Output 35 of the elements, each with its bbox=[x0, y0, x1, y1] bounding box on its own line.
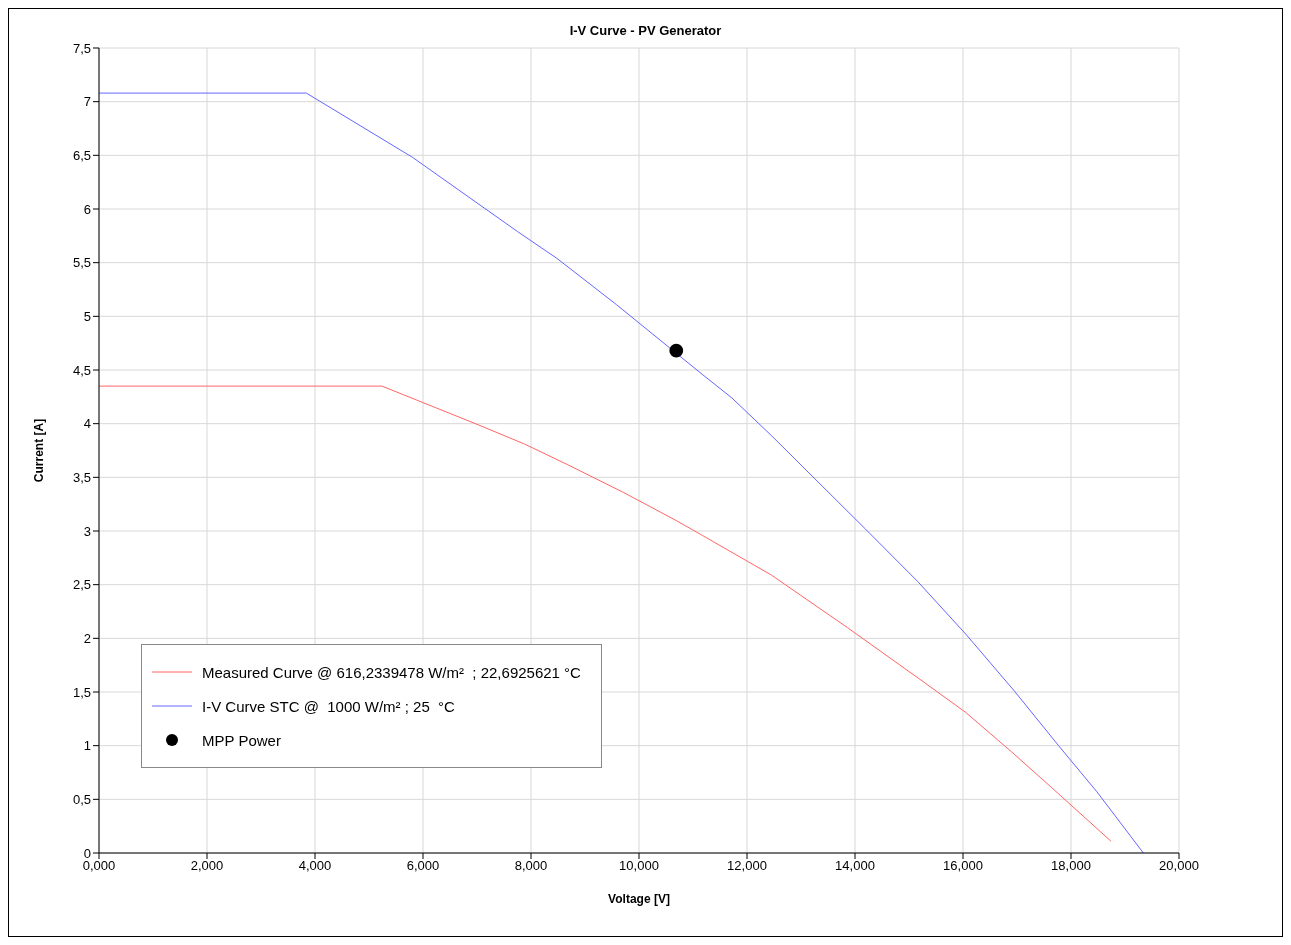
y-tick-label: 7,5 bbox=[72, 40, 91, 56]
y-tick-label: 1,5 bbox=[72, 684, 91, 700]
y-tick-label: 2,5 bbox=[72, 577, 91, 593]
line-series bbox=[99, 92, 1144, 853]
x-axis-title: Voltage [V] bbox=[608, 892, 670, 906]
x-tick-label: 6,000 bbox=[406, 858, 440, 874]
line-series bbox=[99, 385, 1112, 842]
y-tick-label: 0,5 bbox=[72, 791, 91, 807]
y-tick-label: 4,5 bbox=[72, 362, 91, 378]
x-tick-label: 20,000 bbox=[1159, 858, 1199, 874]
legend-label: I-V Curve STC @ 1000 W/m² ; 25 °C bbox=[202, 697, 455, 715]
legend-label: Measured Curve @ 616,2339478 W/m² ; 22,6925621 °C bbox=[202, 663, 581, 681]
y-tick-label: 0 bbox=[83, 845, 91, 861]
y-tick-label: 7 bbox=[83, 94, 91, 110]
y-tick-label: 3,5 bbox=[72, 469, 91, 485]
x-tick-label: 14,000 bbox=[835, 858, 875, 874]
y-tick-label: 2 bbox=[83, 630, 91, 646]
legend-label: MPP Power bbox=[202, 731, 281, 749]
chart-title: I-V Curve - PV Generator bbox=[568, 23, 723, 38]
y-tick-label: 4 bbox=[83, 416, 91, 432]
x-tick-label: 16,000 bbox=[943, 858, 983, 874]
x-tick-label: 12,000 bbox=[727, 858, 767, 874]
y-tick-label: 1 bbox=[83, 738, 91, 754]
y-tick-label: 6 bbox=[83, 201, 91, 217]
x-tick-label: 8,000 bbox=[514, 858, 548, 874]
y-tick-label: 5,5 bbox=[72, 255, 91, 271]
x-tick-label: 2,000 bbox=[190, 858, 224, 874]
y-tick-label: 6,5 bbox=[72, 147, 91, 163]
x-tick-label: 18,000 bbox=[1051, 858, 1091, 874]
y-tick-label: 3 bbox=[83, 523, 91, 539]
y-tick-label: 5 bbox=[83, 308, 91, 324]
y-axis-title: Current [A] bbox=[32, 418, 47, 483]
x-tick-label: 4,000 bbox=[298, 858, 332, 874]
x-tick-label: 0,000 bbox=[82, 858, 116, 874]
x-tick-label: 10,000 bbox=[619, 858, 659, 874]
